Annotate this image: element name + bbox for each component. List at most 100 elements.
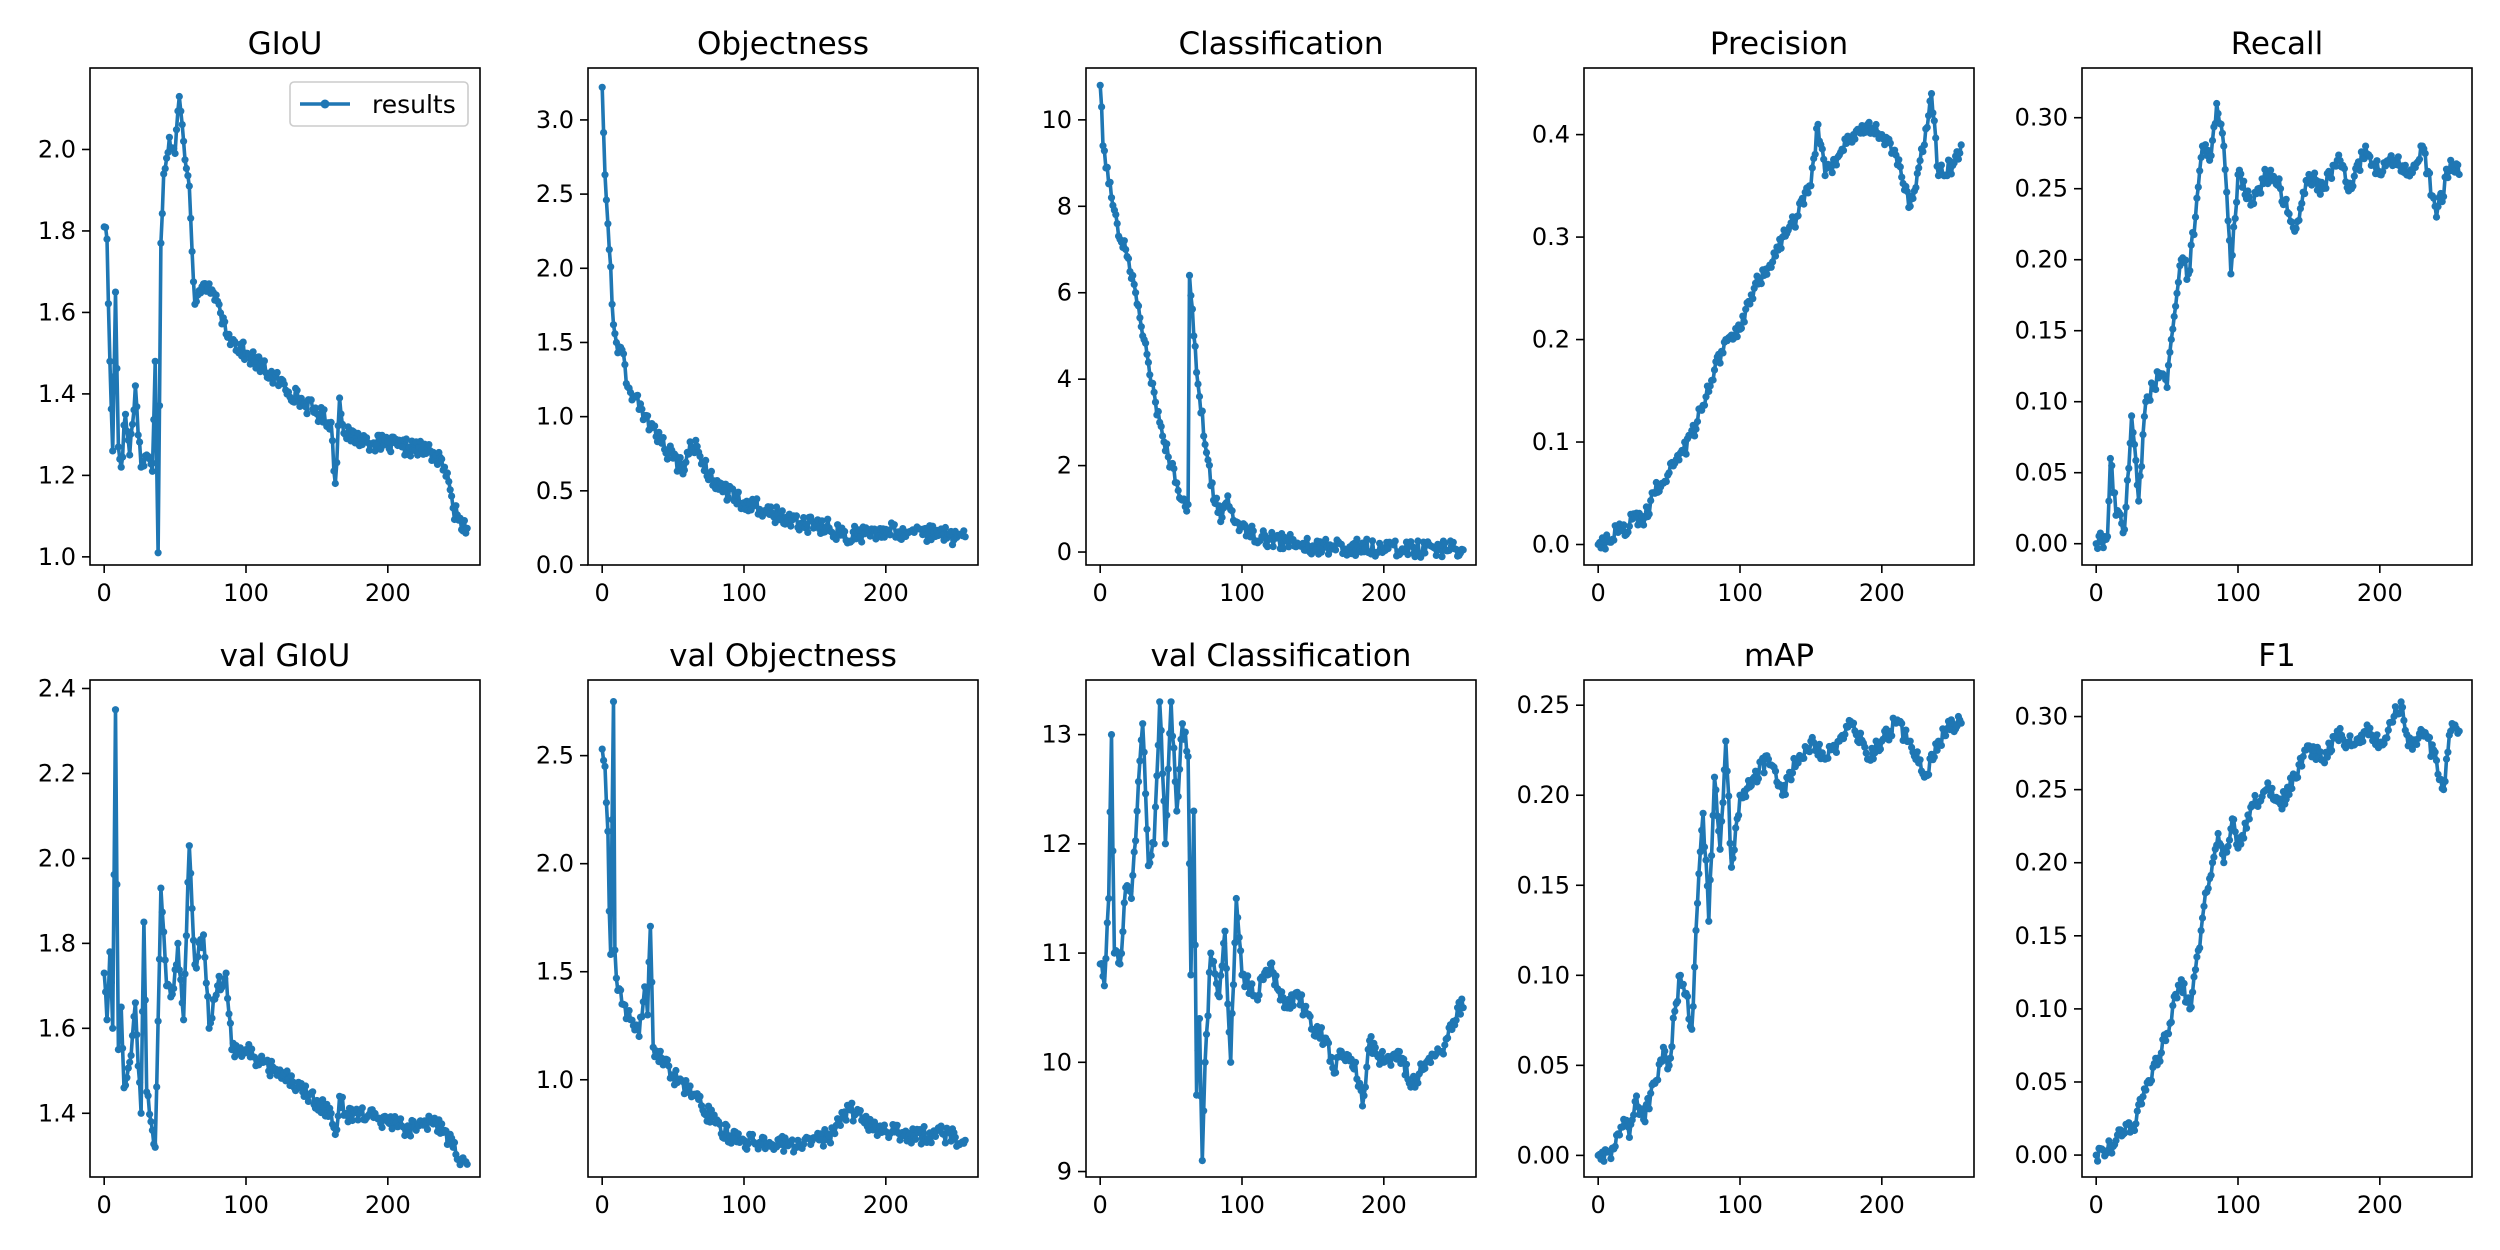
data-point <box>642 990 650 999</box>
y-tick-label: 11 <box>1041 939 1072 967</box>
data-point <box>1645 1105 1653 1113</box>
data-point <box>2106 454 2114 463</box>
data-point <box>1218 513 1226 522</box>
data-point <box>1625 522 1633 530</box>
data-point <box>2208 136 2217 145</box>
data-point <box>1207 949 1215 957</box>
data-point <box>320 406 328 414</box>
data-point <box>1742 793 1750 801</box>
data-point <box>2207 152 2215 160</box>
data-point <box>1100 147 1108 155</box>
y-tick-label: 0.10 <box>2015 388 2068 416</box>
data-point <box>1652 478 1660 487</box>
data-point <box>2455 727 2463 735</box>
data-point <box>1729 854 1737 862</box>
data-point <box>137 1109 145 1117</box>
data-point <box>700 467 708 475</box>
data-point <box>1645 510 1653 518</box>
data-point <box>172 126 181 134</box>
data-point <box>2384 726 2392 734</box>
data-point <box>2111 489 2119 497</box>
data-point <box>2193 194 2201 202</box>
data-point <box>303 410 311 418</box>
y-tick-label: 2.0 <box>536 254 574 282</box>
data-point <box>2359 737 2367 746</box>
data-point <box>734 1130 742 1138</box>
data-point <box>1143 825 1151 833</box>
data-point <box>2138 1100 2146 1108</box>
data-point <box>2112 1136 2120 1145</box>
data-point <box>645 958 653 966</box>
data-point <box>147 460 155 468</box>
data-point <box>2326 169 2334 177</box>
data-point <box>260 357 268 365</box>
data-point <box>2325 739 2333 747</box>
data-point <box>2350 172 2358 180</box>
data-point <box>239 338 247 346</box>
data-point <box>338 420 346 428</box>
data-point <box>1886 139 1894 147</box>
data-point <box>2380 739 2388 748</box>
data-point <box>1777 244 1785 252</box>
data-point <box>1201 1058 1209 1066</box>
data-point <box>113 364 121 372</box>
data-point <box>2425 733 2434 742</box>
data-point <box>136 438 144 446</box>
data-point <box>2156 1057 2164 1065</box>
data-point <box>818 517 826 525</box>
data-point <box>917 1140 925 1148</box>
data-point <box>131 999 139 1007</box>
data-point <box>2187 241 2195 249</box>
data-point <box>133 403 141 411</box>
data-point <box>767 503 775 511</box>
data-point <box>607 263 615 271</box>
data-point <box>1668 1043 1676 1051</box>
data-point <box>1159 770 1167 778</box>
data-point <box>1906 737 1914 745</box>
data-point <box>2444 748 2452 756</box>
data-point <box>1685 1015 1693 1023</box>
data-point <box>2231 214 2239 222</box>
data-point <box>406 452 415 460</box>
y-tick-label: 0.4 <box>1532 121 1570 149</box>
data-point <box>1306 1012 1314 1021</box>
data-point <box>2228 251 2236 259</box>
data-point <box>781 1134 789 1142</box>
data-point <box>1113 220 1121 228</box>
subplot-precision: Precision 0 100 200 0.0 0.1 0.2 0.3 0.4 <box>1532 26 1975 607</box>
data-point <box>1099 972 1107 980</box>
data-point <box>1161 840 1169 848</box>
data-point <box>391 1113 399 1121</box>
data-point <box>2335 151 2343 159</box>
data-point <box>126 451 134 459</box>
data-point <box>1691 432 1699 440</box>
data-point <box>1200 432 1208 440</box>
data-point <box>333 1126 341 1134</box>
legend-box <box>289 81 469 127</box>
data-point <box>1718 817 1726 825</box>
data-point <box>1427 1058 1435 1067</box>
data-point <box>1757 280 1765 288</box>
data-point <box>1746 300 1754 308</box>
data-point <box>2285 790 2293 799</box>
data-point <box>734 488 742 496</box>
data-point <box>2139 1093 2147 1101</box>
data-point <box>2157 1049 2165 1057</box>
data-point <box>1170 465 1178 473</box>
y-tick-label: 1.4 <box>38 380 76 408</box>
data-point <box>2190 231 2198 239</box>
data-point <box>148 1126 156 1134</box>
data-point <box>1232 894 1240 903</box>
data-point <box>157 884 165 892</box>
data-point <box>120 421 128 429</box>
data-point <box>336 394 344 402</box>
y-tick-label: 6 <box>1057 279 1072 307</box>
data-point <box>1269 543 1277 551</box>
data-point <box>1154 741 1162 749</box>
data-point <box>2224 842 2232 850</box>
subplot-val-objectness: val Objectness 0 100 200 1.0 1.5 2.0 2.5 <box>536 638 979 1219</box>
y-tick-label: 3.0 <box>536 106 574 134</box>
x-tick-label: 0 <box>2089 1191 2104 1219</box>
y-tick-label: 2.5 <box>536 742 574 770</box>
data-point <box>2366 153 2374 161</box>
